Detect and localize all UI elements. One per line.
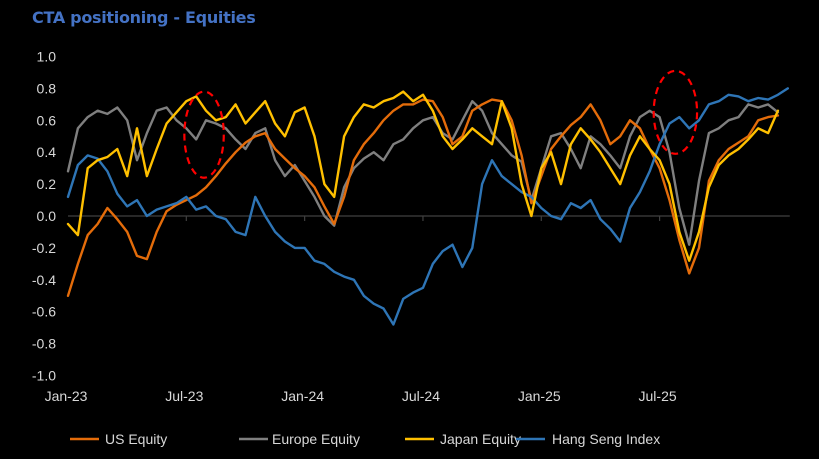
y-tick-label: 0.8 xyxy=(37,80,57,96)
chart-title: CTA positioning - Equities xyxy=(32,8,256,27)
y-tick-label: 0.2 xyxy=(37,176,57,192)
y-tick-label: -0.2 xyxy=(32,240,56,256)
x-tick-label: Jul-23 xyxy=(165,388,203,404)
y-axis-ticks: 1.0 0.8 0.6 0.4 0.2 0.0 -0.2 -0.4 -0.6 -0.8 -1.0 xyxy=(32,49,56,384)
y-tick-label: 1.0 xyxy=(37,49,57,65)
x-tick-label: Jan-23 xyxy=(45,388,88,404)
x-axis-tick-marks xyxy=(185,216,661,221)
series-line-hang-seng-index xyxy=(66,87,789,326)
y-tick-label: 0.4 xyxy=(37,144,57,160)
highlight-ellipse xyxy=(652,69,699,155)
x-axis-ticks: Jan-23 Jul-23 Jan-24 Jul-24 Jan-25 Jul-25 xyxy=(45,388,677,404)
annotations xyxy=(183,69,699,179)
legend-label: Europe Equity xyxy=(272,431,360,447)
legend-label: Japan Equity xyxy=(440,431,521,447)
legend: US Equity Europe Equity Japan Equity Hang S… xyxy=(70,431,660,447)
y-tick-label: 0.6 xyxy=(37,112,57,128)
x-tick-label: Jul-24 xyxy=(402,388,440,404)
series-line-japan-equity xyxy=(66,90,780,262)
y-tick-label: -0.4 xyxy=(32,272,56,288)
highlight-ellipse xyxy=(183,90,225,179)
x-tick-label: Jan-24 xyxy=(281,388,324,404)
legend-label: US Equity xyxy=(105,431,167,447)
x-tick-label: Jul-25 xyxy=(639,388,677,404)
y-tick-label: -0.8 xyxy=(32,336,56,352)
y-tick-label: -0.6 xyxy=(32,304,56,320)
x-tick-label: Jan-25 xyxy=(518,388,561,404)
series-lines xyxy=(66,87,789,326)
series-line-us-equity xyxy=(66,98,780,297)
y-tick-label: 0.0 xyxy=(37,208,57,224)
series-line-europe-equity xyxy=(66,100,780,246)
legend-label: Hang Seng Index xyxy=(552,431,660,447)
y-tick-label: -1.0 xyxy=(32,368,56,384)
